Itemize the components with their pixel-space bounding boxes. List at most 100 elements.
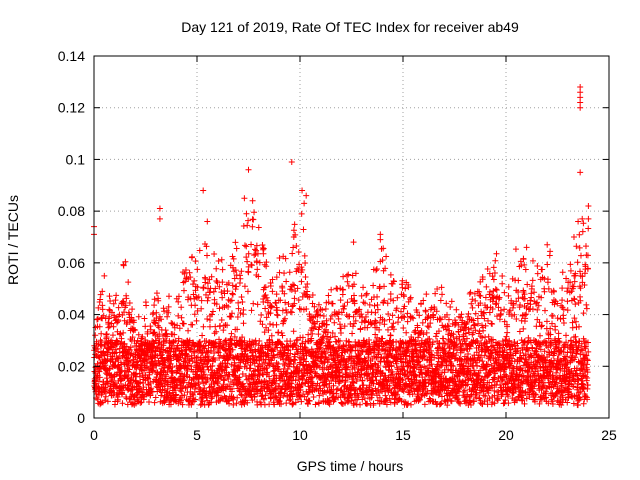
data-point bbox=[94, 373, 101, 380]
data-point bbox=[99, 288, 106, 295]
data-point bbox=[310, 394, 317, 401]
data-point bbox=[337, 297, 344, 304]
data-point bbox=[152, 331, 159, 338]
data-point bbox=[205, 357, 212, 364]
data-point bbox=[282, 255, 289, 262]
data-point bbox=[250, 341, 257, 348]
data-point bbox=[111, 379, 118, 386]
data-point bbox=[256, 372, 263, 379]
data-point bbox=[557, 316, 564, 323]
data-point bbox=[226, 400, 233, 407]
data-point bbox=[284, 365, 291, 372]
data-point bbox=[534, 270, 541, 277]
data-point bbox=[219, 266, 226, 273]
data-point bbox=[262, 284, 269, 291]
data-point bbox=[237, 309, 244, 316]
data-point bbox=[374, 293, 381, 300]
data-point bbox=[316, 392, 323, 399]
data-point bbox=[110, 300, 117, 307]
data-point bbox=[241, 401, 248, 408]
data-point bbox=[117, 330, 124, 337]
data-point bbox=[234, 326, 241, 333]
data-point bbox=[106, 365, 113, 372]
data-point bbox=[361, 318, 368, 325]
data-point bbox=[200, 323, 207, 330]
data-point bbox=[218, 316, 225, 323]
data-point bbox=[358, 347, 365, 354]
data-point bbox=[213, 265, 220, 272]
data-point bbox=[343, 272, 350, 279]
data-point bbox=[267, 310, 274, 317]
data-point bbox=[259, 321, 266, 328]
data-point bbox=[360, 284, 367, 291]
data-point bbox=[492, 301, 499, 308]
data-point bbox=[269, 362, 276, 369]
data-point bbox=[92, 332, 99, 339]
data-point bbox=[371, 302, 378, 309]
data-point bbox=[390, 320, 397, 327]
data-point bbox=[200, 284, 207, 291]
data-point bbox=[237, 357, 244, 364]
data-point bbox=[307, 367, 314, 374]
data-point bbox=[549, 400, 556, 407]
data-point bbox=[331, 333, 338, 340]
data-point bbox=[204, 297, 211, 304]
data-point bbox=[196, 247, 203, 254]
data-point bbox=[338, 386, 345, 393]
data-point bbox=[235, 305, 242, 312]
data-point bbox=[171, 331, 178, 338]
data-point bbox=[189, 253, 196, 260]
data-point bbox=[139, 333, 146, 340]
data-point bbox=[438, 284, 445, 291]
data-point bbox=[309, 292, 316, 299]
data-point bbox=[319, 306, 326, 313]
data-point bbox=[280, 317, 287, 324]
data-point bbox=[295, 248, 302, 255]
data-point bbox=[319, 320, 326, 327]
data-point bbox=[237, 275, 244, 282]
data-point bbox=[262, 392, 269, 399]
data-point bbox=[181, 377, 188, 384]
data-point bbox=[291, 221, 298, 228]
data-point bbox=[559, 297, 566, 304]
data-point bbox=[301, 393, 308, 400]
data-point bbox=[281, 362, 288, 369]
data-point bbox=[240, 306, 247, 313]
data-point bbox=[113, 292, 120, 299]
data-point bbox=[94, 316, 101, 323]
data-point bbox=[113, 384, 120, 391]
data-point bbox=[468, 300, 475, 307]
data-point bbox=[316, 324, 323, 331]
data-point bbox=[292, 357, 299, 364]
data-point bbox=[211, 349, 218, 356]
data-point bbox=[306, 294, 313, 301]
data-point bbox=[265, 354, 272, 361]
data-point bbox=[228, 330, 235, 337]
data-point bbox=[314, 307, 321, 314]
data-point bbox=[357, 401, 364, 408]
data-point bbox=[354, 347, 361, 354]
data-point bbox=[345, 364, 352, 371]
data-point bbox=[238, 338, 245, 345]
data-point bbox=[279, 353, 286, 360]
data-point bbox=[331, 396, 338, 403]
data-point bbox=[126, 357, 133, 364]
data-point bbox=[174, 381, 181, 388]
data-point bbox=[211, 250, 218, 257]
data-point bbox=[276, 269, 283, 276]
data-point bbox=[290, 227, 297, 234]
data-point bbox=[257, 352, 264, 359]
data-point bbox=[238, 391, 245, 398]
data-point bbox=[263, 294, 270, 301]
data-point bbox=[222, 347, 229, 354]
data-point bbox=[186, 337, 193, 344]
data-point bbox=[400, 324, 407, 331]
data-point bbox=[352, 270, 359, 277]
data-point bbox=[251, 252, 258, 259]
data-point bbox=[166, 293, 172, 300]
data-point bbox=[231, 275, 238, 282]
data-point bbox=[370, 282, 377, 289]
data-point bbox=[330, 382, 337, 389]
data-point bbox=[319, 334, 326, 341]
data-point bbox=[305, 331, 312, 338]
